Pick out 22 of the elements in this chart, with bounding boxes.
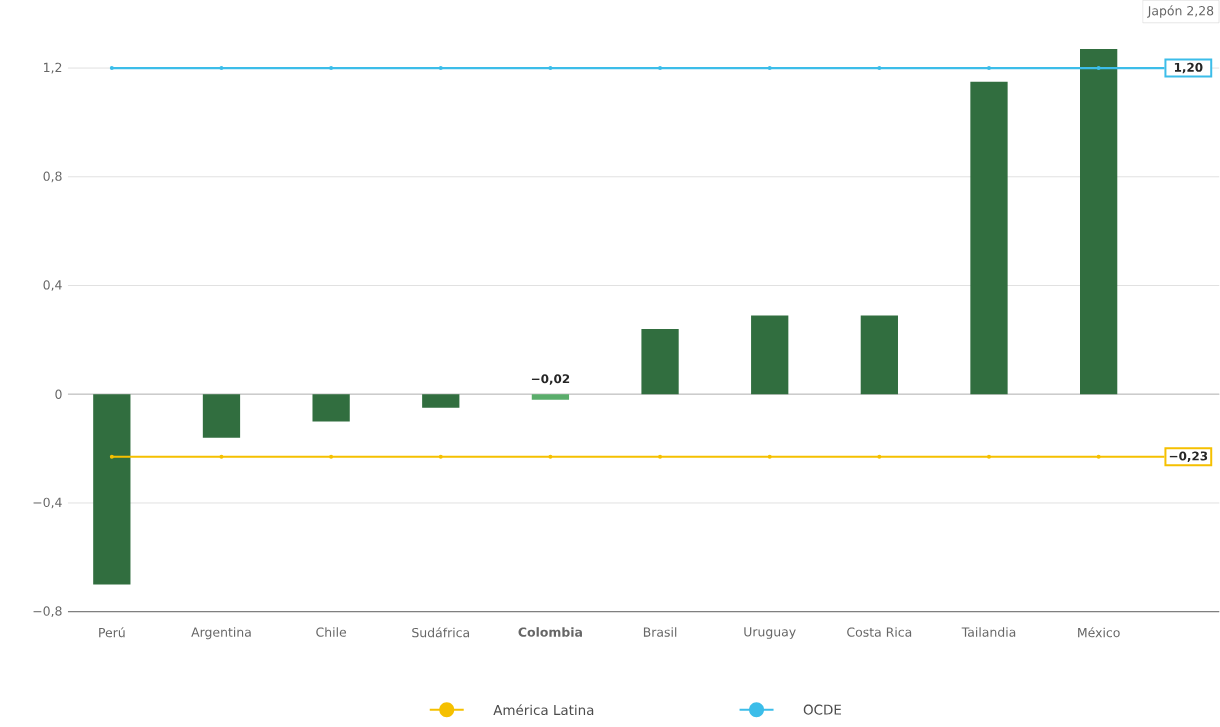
- x-tick-label: Uruguay: [744, 627, 796, 640]
- legend-label: América Latina: [493, 704, 594, 716]
- x-tick-label: Brasil: [643, 627, 677, 637]
- y-tick-label: −0,4: [33, 497, 62, 509]
- x-tick-label: Sudáfrica: [412, 627, 470, 638]
- x-tick-label: Colombia: [518, 627, 582, 637]
- legend-label: OCDE: [803, 704, 841, 715]
- x-tick-label: Chile: [316, 627, 347, 637]
- x-tick-label: Tailandia: [961, 627, 1016, 637]
- x-tick-label: Costa Rica: [847, 627, 912, 637]
- y-tick-label: 0,4: [43, 280, 62, 292]
- data-label: 1,20: [1174, 62, 1203, 74]
- x-tick-label: México: [1078, 627, 1120, 638]
- y-tick-label: −0,8: [33, 606, 62, 618]
- annotation: Japón 2,28: [1147, 5, 1214, 18]
- data-label: −0,02: [531, 374, 570, 385]
- data-label: −0,23: [1169, 451, 1208, 463]
- y-tick-label: 0: [55, 389, 62, 400]
- x-tick-label: Perú: [99, 627, 125, 638]
- y-tick-label: 0,8: [43, 171, 62, 183]
- y-tick-label: 1,2: [44, 62, 62, 74]
- x-tick-label: Argentina: [191, 627, 251, 640]
